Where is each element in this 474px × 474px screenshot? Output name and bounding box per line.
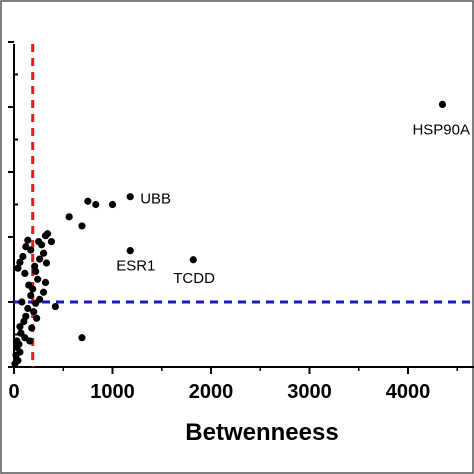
- data-point-47: [30, 308, 38, 316]
- data-point-51: [27, 246, 35, 254]
- data-point-35: [16, 323, 24, 331]
- data-point-11: [47, 237, 56, 246]
- data-point-49: [29, 285, 37, 293]
- point-label-tcdd: TCDD: [173, 270, 215, 287]
- data-point-16: [39, 249, 48, 257]
- data-point-27: [14, 264, 22, 272]
- data-point-52: [24, 236, 32, 244]
- data-point-8: [78, 222, 86, 230]
- data-point-5: [92, 200, 100, 209]
- data-point-1: [126, 193, 134, 201]
- point-label-hsp90a: HSP90A: [412, 121, 470, 138]
- data-point-31: [18, 298, 26, 306]
- data-point-7: [65, 213, 73, 221]
- point-label-esr1: ESR1: [116, 258, 155, 275]
- data-point-13: [43, 230, 52, 238]
- data-point-53: [41, 278, 50, 287]
- data-point-4: [84, 197, 92, 205]
- data-point-6: [108, 200, 117, 209]
- data-point-48: [33, 314, 41, 322]
- data-point-15: [37, 241, 46, 249]
- data-point-45: [28, 324, 36, 332]
- x-tick-label-1: 1000: [90, 381, 135, 403]
- data-point-43: [11, 360, 19, 368]
- x-tick-label-4: 4000: [386, 381, 431, 403]
- data-point-18: [42, 259, 51, 267]
- data-point-30: [27, 291, 35, 300]
- data-point-2: [126, 247, 134, 255]
- data-point-46: [26, 337, 34, 345]
- data-point-34: [20, 317, 28, 326]
- data-point-25: [19, 252, 27, 261]
- data-point-0: [438, 100, 447, 108]
- x-axis-label: Betwenneess: [185, 419, 338, 446]
- data-point-26: [16, 258, 24, 266]
- data-point-17: [36, 255, 44, 263]
- data-point-32: [24, 304, 32, 313]
- data-point-20: [34, 275, 42, 283]
- data-point-44: [13, 337, 21, 345]
- data-point-10: [51, 302, 59, 311]
- x-tick-label-3: 3000: [287, 381, 332, 403]
- data-point-28: [21, 269, 29, 277]
- data-point-23: [32, 299, 40, 307]
- x-tick-label-2: 2000: [189, 381, 234, 403]
- x-tick-label-0: 0: [8, 381, 19, 403]
- data-point-50: [31, 262, 39, 270]
- data-point-3: [189, 256, 197, 264]
- point-label-ubb: UBB: [140, 191, 171, 208]
- data-point-21: [39, 288, 48, 296]
- data-point-9: [78, 334, 86, 342]
